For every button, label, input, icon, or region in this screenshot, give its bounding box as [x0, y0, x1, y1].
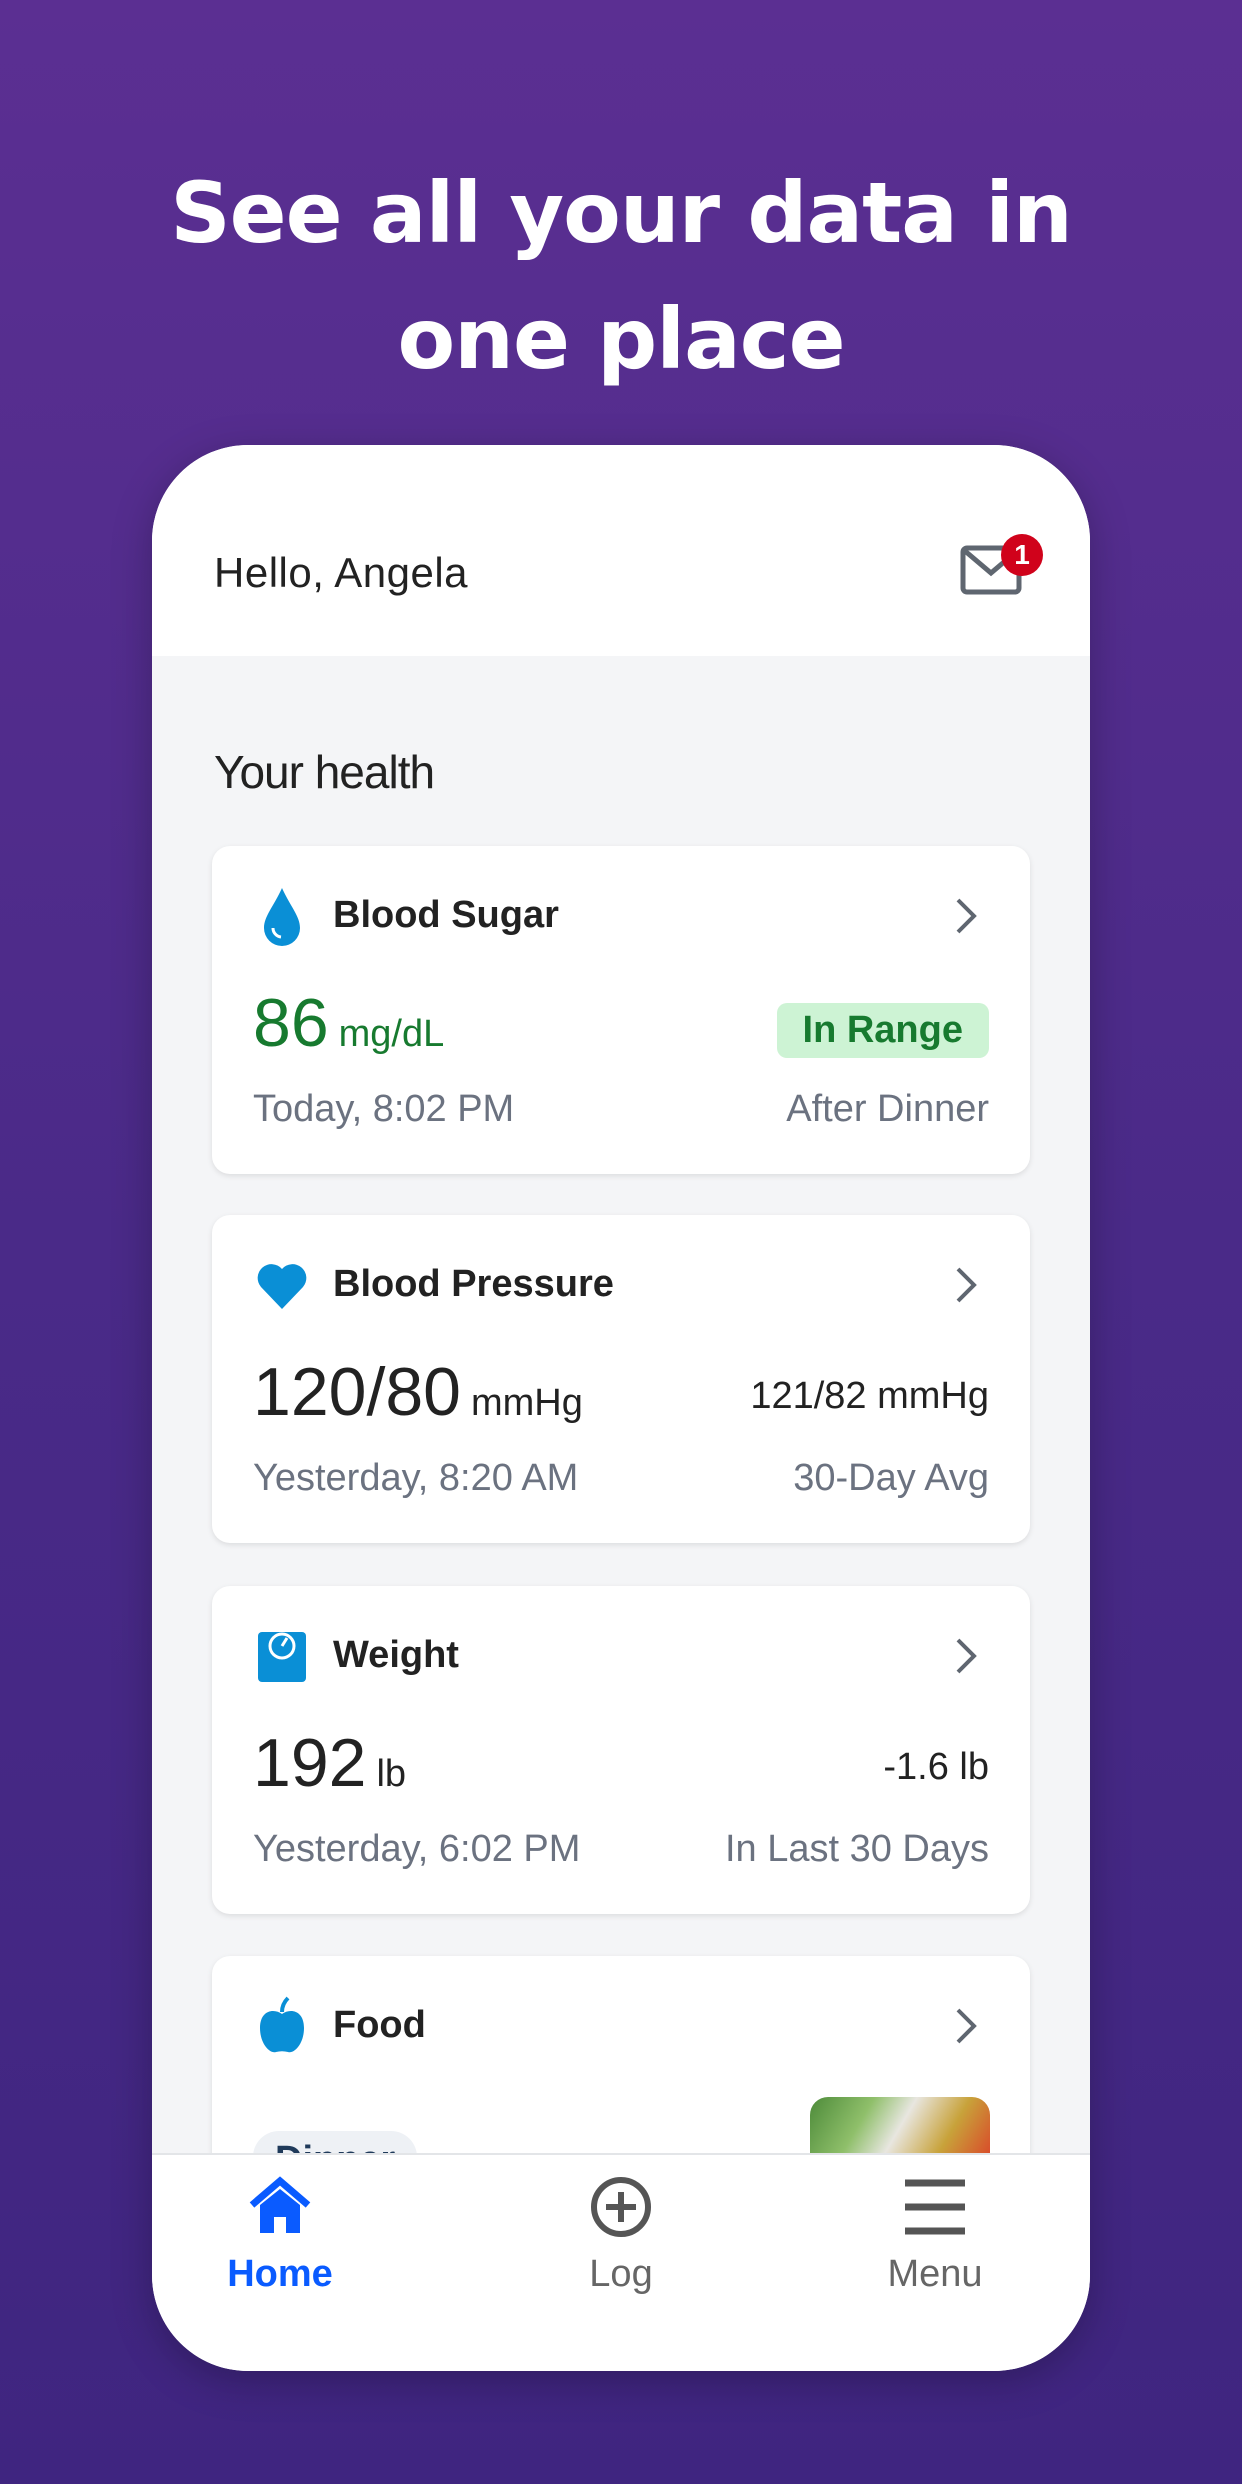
heart-icon — [257, 1264, 307, 1309]
inbox-badge: 1 — [1001, 534, 1043, 576]
reading-time: Yesterday, 6:02 PM — [253, 1828, 581, 1870]
greeting: Hello, Angela — [214, 549, 469, 596]
blood-sugar-value: 86 mg/dL — [253, 985, 445, 1061]
food-photo — [810, 2097, 990, 2157]
header: Hello, Angela 1 — [152, 445, 1090, 656]
reading-context: After Dinner — [786, 1088, 989, 1130]
nav-label: Home — [227, 2253, 333, 2295]
reading-context: In Last 30 Days — [724, 1828, 989, 1870]
average-value: 121/82 mmHg — [750, 1375, 989, 1417]
headline: See all your data in one place — [0, 150, 1242, 402]
weight-change: -1.6 lb — [883, 1746, 989, 1788]
phone-screen: Hello, Angela 1 Your health Blood Sugar … — [152, 445, 1090, 2371]
home-icon — [249, 2176, 311, 2233]
card-title: Blood Pressure — [333, 1263, 614, 1305]
nav-log[interactable]: Log — [491, 2175, 751, 2296]
status-badge: In Range — [776, 1003, 989, 1058]
chevron-right-icon — [956, 1638, 977, 1674]
chevron-right-icon — [956, 2008, 977, 2044]
bottom-nav: Home Log Menu — [152, 2153, 1090, 2371]
chevron-right-icon — [956, 898, 977, 934]
chevron-right-icon — [956, 1267, 977, 1303]
blood-pressure-card[interactable]: Blood Pressure 120/80 mmHg 121/82 mmHg Ye… — [212, 1215, 1030, 1543]
nav-label: Log — [589, 2253, 653, 2295]
reading-time: Today, 8:02 PM — [253, 1088, 515, 1130]
water-drop-icon — [264, 888, 300, 946]
section-title: Your health — [214, 746, 435, 798]
plus-circle-icon — [591, 2177, 651, 2237]
scale-icon — [258, 1632, 306, 1682]
reading-time: Yesterday, 8:20 AM — [253, 1457, 579, 1499]
blood-sugar-card[interactable]: Blood Sugar 86 mg/dL In Range Today, 8:02… — [212, 846, 1030, 1174]
apple-icon — [260, 1996, 304, 2053]
weight-value: 192 lb — [253, 1725, 407, 1801]
weight-card[interactable]: Weight 192 lb -1.6 lb Yesterday, 6:02 PM … — [212, 1586, 1030, 1914]
card-title: Blood Sugar — [333, 894, 559, 936]
card-title: Weight — [333, 1634, 459, 1676]
headline-line-2: one place — [397, 290, 845, 388]
nav-menu[interactable]: Menu — [805, 2175, 1065, 2296]
hamburger-menu-icon — [905, 2179, 965, 2235]
nav-label: Menu — [887, 2253, 983, 2295]
blood-pressure-value: 120/80 mmHg — [253, 1354, 583, 1430]
card-title: Food — [333, 2004, 426, 2046]
nav-home[interactable]: Home — [152, 2175, 410, 2296]
headline-line-1: See all your data in — [170, 164, 1073, 262]
reading-context: 30-Day Avg — [793, 1457, 989, 1499]
